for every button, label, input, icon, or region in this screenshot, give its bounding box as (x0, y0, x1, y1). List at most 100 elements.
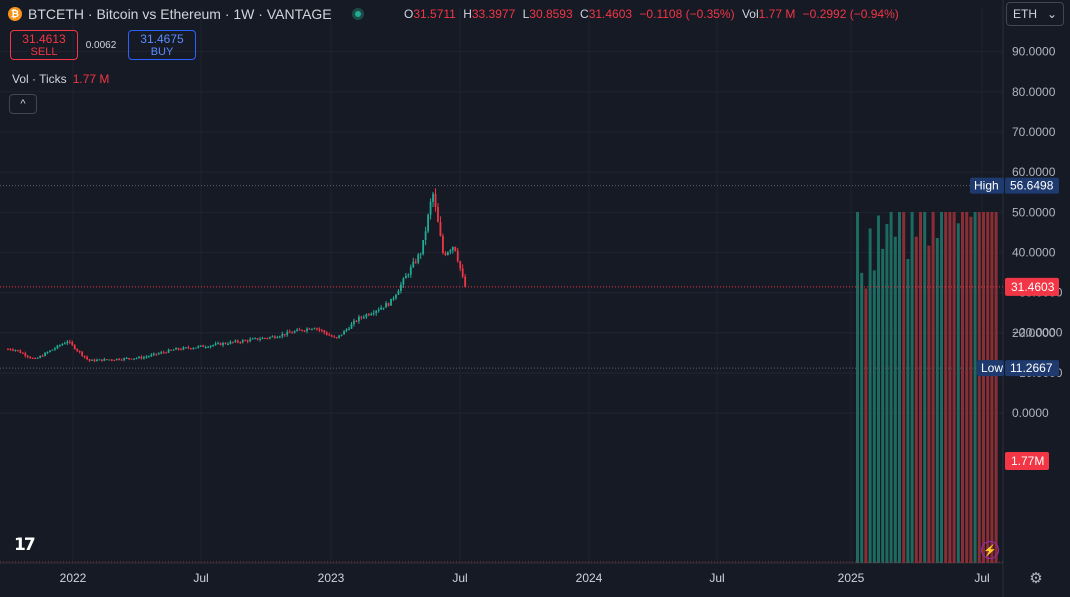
volume-bar (898, 212, 901, 563)
candle (340, 334, 343, 336)
buy-button[interactable]: 31.4675 BUY (128, 30, 196, 60)
open-label: O (404, 7, 414, 21)
currency-select[interactable]: ETH ⌄ (1006, 2, 1064, 26)
candle (192, 348, 195, 350)
volume-bar (872, 270, 876, 563)
candle (207, 346, 210, 348)
candle (395, 294, 397, 299)
ohlc-legend: O31.5711 H33.3977 L30.8593 C31.4603 −0.1… (404, 7, 903, 21)
candle (256, 338, 259, 340)
trade-panel: 31.4613 SELL 0.0062 31.4675 BUY (10, 30, 196, 60)
low-value-tag (1005, 360, 1059, 377)
volume-legend[interactable]: Vol · Ticks 1.77 M (12, 72, 109, 86)
volume-bar (923, 212, 927, 563)
candle (21, 352, 24, 354)
low-value: 30.8593 (529, 7, 573, 21)
candle (54, 348, 56, 350)
candle (7, 349, 9, 351)
candle (172, 349, 175, 351)
candle (110, 359, 113, 361)
tradingview-logo-icon[interactable]: 17 (14, 535, 36, 555)
candle (29, 356, 32, 358)
volume-value-tag (1005, 452, 1049, 470)
candle (254, 338, 257, 340)
candle (278, 336, 281, 338)
candle (194, 347, 197, 349)
candle (281, 333, 284, 337)
y-tick-label: 70.0000 (1012, 125, 1056, 139)
candle (135, 358, 138, 360)
high-value: 56.6498 (1010, 179, 1054, 193)
x-tick-label: 2023 (318, 571, 345, 585)
candle (464, 276, 467, 287)
collapse-legend-button[interactable]: ^ (9, 94, 37, 114)
candle (160, 352, 163, 354)
candle (76, 349, 79, 351)
symbol-header: ₿ BTCETH · Bitcoin vs Ethereum · 1W · VA… (8, 4, 364, 24)
candle (49, 350, 51, 353)
volume-bar (940, 212, 943, 563)
x-tick-label: 2022 (60, 571, 87, 585)
candle (390, 298, 392, 306)
lightning-icon[interactable]: ⚡ (981, 541, 999, 559)
market-status-icon[interactable] (351, 8, 364, 20)
gear-icon[interactable]: ⚙ (1029, 570, 1043, 587)
candle (417, 254, 420, 263)
candle (335, 337, 338, 339)
candle (239, 342, 242, 344)
candle (444, 252, 447, 255)
candle (12, 349, 14, 351)
candle (96, 359, 98, 362)
candle (422, 240, 425, 254)
candle (291, 332, 294, 334)
candle (429, 201, 432, 215)
volume-bar (986, 212, 990, 563)
volume-legend-value: 1.77 M (72, 72, 110, 86)
volume-bar (956, 223, 960, 563)
candle (392, 298, 395, 300)
candle (315, 328, 318, 330)
candle (83, 355, 86, 357)
candle (276, 337, 279, 339)
candle (328, 334, 331, 336)
candle (424, 231, 427, 241)
currency-select-value: ETH (1013, 7, 1037, 21)
volume-bar (919, 212, 922, 563)
volume-bar (881, 248, 885, 563)
close-label: C (580, 7, 589, 21)
candle (133, 358, 135, 360)
x-tick-label: Jul (709, 571, 724, 585)
buy-price: 31.4675 (140, 32, 184, 46)
candle (197, 346, 200, 348)
symbol-title[interactable]: BTCETH · Bitcoin vs Ethereum · 1W · VANT… (28, 6, 332, 22)
candle (115, 358, 118, 361)
volume-bar (982, 212, 985, 563)
chevron-down-icon: ⌄ (1046, 7, 1057, 21)
candle (39, 355, 42, 358)
x-tick-label: 2024 (576, 571, 603, 585)
candle (288, 331, 291, 333)
candle (16, 350, 19, 352)
candle (44, 352, 46, 357)
high-label: High (974, 179, 999, 193)
candle (175, 348, 177, 350)
candle (46, 352, 49, 354)
candle (138, 356, 140, 359)
sell-button[interactable]: 31.4613 SELL (10, 30, 78, 60)
candle (306, 328, 308, 331)
candle (385, 303, 387, 308)
candle (214, 343, 217, 346)
candle (81, 351, 84, 356)
volume-tick-label: −20.0000 (1012, 326, 1063, 340)
buy-label: BUY (150, 46, 174, 58)
candle (286, 331, 289, 336)
candle (370, 313, 373, 316)
candle (358, 316, 360, 322)
candle (217, 343, 219, 345)
x-tick-label: Jul (452, 571, 467, 585)
volume-bar (969, 216, 973, 563)
candle (167, 349, 170, 353)
candle (152, 353, 155, 355)
candle (456, 250, 459, 262)
